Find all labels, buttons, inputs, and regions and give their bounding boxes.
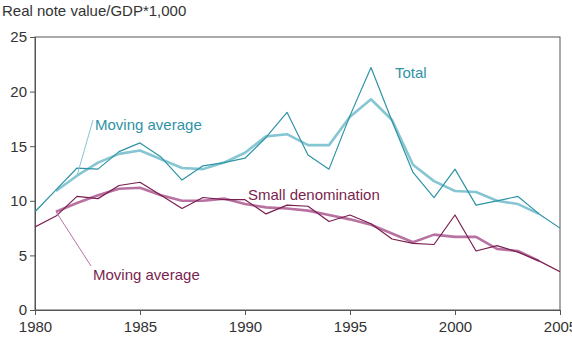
series-label: Moving average bbox=[95, 116, 202, 133]
y-tick-label: 15 bbox=[10, 138, 27, 155]
y-tick: 0 bbox=[19, 301, 35, 318]
y-tick: 25 bbox=[10, 28, 35, 45]
series-line bbox=[56, 99, 539, 214]
x-tick-mark bbox=[140, 310, 141, 315]
y-axis-line bbox=[30, 38, 36, 311]
series-line bbox=[35, 68, 560, 229]
lines bbox=[35, 68, 560, 272]
x-tick: 1995 bbox=[334, 310, 367, 335]
y-axis-title: Real note value/GDP*1,000 bbox=[2, 2, 186, 19]
chart: 1980 1985 1990 1995 2000 2005 0 5 10 15 20 25 Real n… bbox=[0, 0, 572, 344]
x-tick-label: 1985 bbox=[124, 318, 157, 335]
x-tick: 1990 bbox=[229, 310, 262, 335]
x-tick-mark bbox=[455, 310, 456, 315]
x-tick-label: 1980 bbox=[19, 318, 52, 335]
x-tick-label: 1995 bbox=[334, 318, 367, 335]
y-tick: 10 bbox=[10, 192, 35, 209]
y-tick-mark bbox=[30, 255, 35, 256]
x-tick-mark bbox=[560, 310, 561, 315]
y-tick-mark bbox=[30, 201, 35, 202]
y-tick-mark bbox=[30, 37, 35, 38]
y-tick-label: 10 bbox=[10, 192, 27, 209]
x-tick-mark bbox=[350, 310, 351, 315]
x-tick-label: 2005 bbox=[544, 318, 572, 335]
x-tick-label: 1990 bbox=[229, 318, 262, 335]
y-tick-mark bbox=[30, 310, 35, 311]
x-tick: 2000 bbox=[439, 310, 472, 335]
x-axis-line bbox=[36, 311, 561, 316]
series-label: Total bbox=[395, 64, 427, 81]
series-line bbox=[35, 182, 560, 272]
y-tick-label: 25 bbox=[10, 28, 27, 45]
leader-line bbox=[77, 120, 93, 176]
series-labels: Total Moving average Small denomination Mov… bbox=[56, 64, 427, 283]
y-axis: 0 5 10 15 20 25 bbox=[10, 28, 35, 318]
y-tick-label: 0 bbox=[19, 301, 27, 318]
y-tick-mark bbox=[30, 146, 35, 147]
x-tick: 2005 bbox=[544, 310, 572, 335]
y-tick-mark bbox=[30, 92, 35, 93]
x-axis: 1980 1985 1990 1995 2000 2005 bbox=[19, 310, 572, 335]
series-label: Moving average bbox=[93, 266, 200, 283]
x-tick-mark bbox=[245, 310, 246, 315]
plot-frame bbox=[35, 37, 560, 310]
series-label: Small denomination bbox=[248, 186, 380, 203]
x-tick: 1985 bbox=[124, 310, 157, 335]
y-tick: 5 bbox=[19, 247, 35, 264]
y-tick-label: 20 bbox=[10, 83, 27, 100]
x-tick-label: 2000 bbox=[439, 318, 472, 335]
y-tick: 15 bbox=[10, 138, 35, 155]
y-tick-label: 5 bbox=[19, 247, 27, 264]
y-tick: 20 bbox=[10, 83, 35, 100]
leader-line bbox=[56, 212, 91, 266]
